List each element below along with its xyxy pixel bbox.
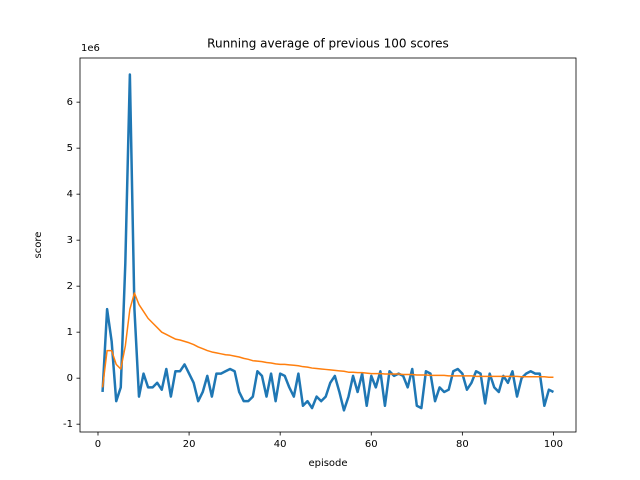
y-tick-label: 6 bbox=[67, 97, 73, 108]
plot-frame bbox=[79, 57, 577, 433]
y-axis-label: score bbox=[33, 232, 44, 259]
x-tick-label: 40 bbox=[274, 439, 287, 450]
y-tick-label: 2 bbox=[67, 281, 73, 292]
x-axis-label: episode bbox=[308, 458, 347, 469]
data-line bbox=[101, 73, 555, 412]
y-tick-label: 5 bbox=[67, 143, 73, 154]
chart-title: Running average of previous 100 scores bbox=[207, 37, 449, 51]
data-line bbox=[101, 292, 554, 388]
y-tick-label: 4 bbox=[67, 189, 73, 200]
y-tick-label: 1 bbox=[67, 327, 73, 338]
x-tick-label: 60 bbox=[365, 439, 378, 450]
y-tick-label: -1 bbox=[63, 419, 73, 430]
y-offset-label: 1e6 bbox=[81, 43, 100, 54]
x-tick-label: 0 bbox=[95, 439, 101, 450]
x-tick-label: 80 bbox=[456, 439, 469, 450]
y-tick-label: 3 bbox=[67, 235, 73, 246]
x-tick-label: 100 bbox=[544, 439, 563, 450]
x-tick-label: 20 bbox=[183, 439, 196, 450]
y-tick-label: 0 bbox=[67, 373, 73, 384]
